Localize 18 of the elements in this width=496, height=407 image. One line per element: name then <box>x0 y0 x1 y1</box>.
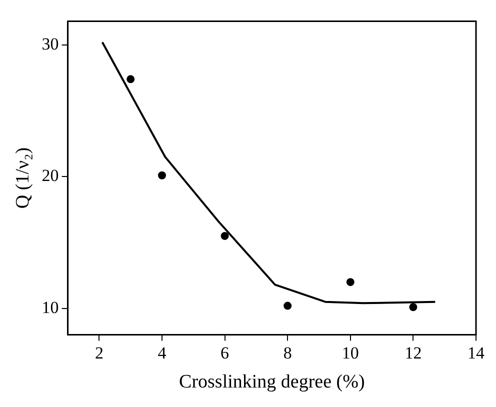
y-tick-label: 20 <box>42 166 59 186</box>
x-tick-label: 8 <box>283 343 292 362</box>
point <box>220 232 229 240</box>
x-tick-label: 12 <box>404 343 422 362</box>
point <box>284 302 292 310</box>
x-axis-title: Crosslinking degree (%) <box>179 372 365 393</box>
x-tick-label: 10 <box>342 343 359 362</box>
point <box>158 171 166 180</box>
point <box>346 278 354 286</box>
y-tick-label: 10 <box>42 298 59 317</box>
y-tick-label: 30 <box>42 34 59 54</box>
x-tick-label: 14 <box>468 343 485 362</box>
x-tick-label: 4 <box>158 343 167 362</box>
y-axis-title: Q (1/ν₂) <box>12 147 34 209</box>
x-tick-label: 2 <box>94 343 104 362</box>
point <box>126 75 135 84</box>
x-tick-label: 6 <box>220 343 230 362</box>
point <box>409 303 418 312</box>
